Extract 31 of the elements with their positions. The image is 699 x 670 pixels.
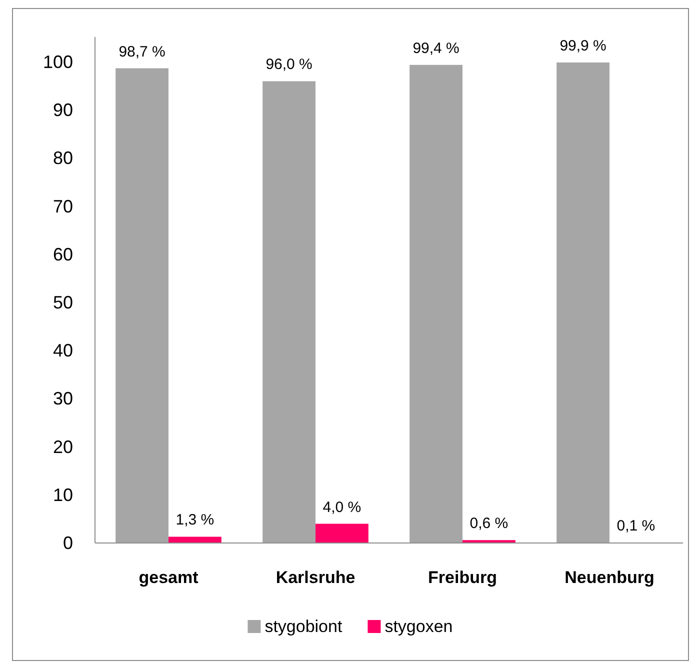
x-tick-label: Neuenburg (564, 568, 654, 587)
data-label: 99,4 % (412, 40, 460, 57)
data-label: 98,7 % (118, 43, 166, 60)
legend-label: stygobiont (264, 617, 342, 636)
data-label: 1,3 % (176, 512, 214, 529)
data-label: 0,1 % (616, 518, 656, 535)
bar (556, 62, 610, 543)
y-tick-label: 0 (62, 533, 73, 553)
legend-label: stygoxen (384, 617, 453, 636)
x-tick-label: Freiburg (428, 568, 497, 587)
y-tick-label: 60 (52, 244, 73, 264)
x-tick-label: gesamt (138, 568, 199, 587)
bar (316, 524, 368, 543)
bar (116, 68, 168, 543)
bar (410, 64, 462, 543)
y-tick-label: 20 (52, 436, 73, 457)
data-label: 4,0 % (322, 498, 362, 516)
data-label: 96,0 % (266, 56, 312, 74)
y-tick-label: 70 (52, 196, 73, 216)
bar (168, 536, 222, 543)
data-label: 99,9 % (560, 37, 606, 54)
y-tick-label: 30 (52, 388, 73, 409)
x-tick-label: Karlsruhe (276, 568, 356, 587)
y-tick-label: 50 (52, 292, 73, 312)
y-tick-label: 10 (52, 484, 73, 505)
y-tick-label: 80 (52, 148, 73, 168)
y-tick-label: 40 (52, 340, 73, 361)
bar (262, 81, 316, 543)
y-tick-label: 100 (42, 52, 73, 72)
data-label: 0,6 % (470, 515, 508, 532)
y-tick-label: 90 (52, 100, 73, 120)
